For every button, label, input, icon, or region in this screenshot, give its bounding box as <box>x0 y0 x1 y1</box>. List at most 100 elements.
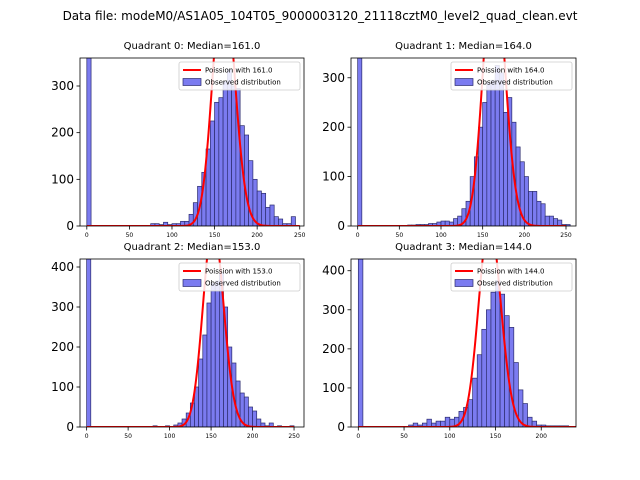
histogram-bar <box>508 327 515 427</box>
histogram-bar <box>214 280 220 427</box>
histogram-bar <box>222 80 228 226</box>
histogram-bar <box>290 216 296 226</box>
legend-bar-swatch <box>182 78 202 86</box>
histogram-bar <box>476 354 483 427</box>
panel-0: 0 50 100 150 200 250 0 100 200 300 Quadrant 0: Med… <box>51 41 306 239</box>
histogram-bar <box>269 204 275 226</box>
histogram-bar <box>261 192 267 226</box>
plot-area <box>86 58 300 226</box>
x-tick-label: 200 <box>251 232 263 239</box>
axes-frame <box>79 57 305 227</box>
y-tick-label: 0 <box>66 219 74 233</box>
y-tick-label: 200 <box>322 342 345 356</box>
x-tick-label: 150 <box>490 433 502 440</box>
histogram-bar <box>226 69 232 226</box>
legend: Poission with 144.0 Observed distribution <box>450 262 573 292</box>
legend-label-poisson: Poission with 161.0 <box>205 67 273 75</box>
x-tick-label: 50 <box>400 433 408 440</box>
histogram-bar <box>231 85 237 226</box>
y-tick-label: 100 <box>322 170 345 184</box>
histogram-bar <box>553 218 559 226</box>
x-tick-label: 100 <box>444 433 456 440</box>
histogram-bar <box>540 203 546 226</box>
histogram-bar <box>210 282 216 427</box>
panel-title: Quadrant 1: Median=164.0 <box>395 41 532 52</box>
x-tick-label: 50 <box>396 232 404 239</box>
panel-2: 0 50 100 150 200 250 0 100 200 300 400 Quadrant 2: … <box>51 242 305 440</box>
histogram-bar <box>260 422 266 427</box>
histogram-bar <box>478 126 484 226</box>
panel-title: Quadrant 3: Median=144.0 <box>395 242 532 253</box>
histogram-bar <box>490 79 496 226</box>
x-tick-label: 0 <box>356 433 360 440</box>
histogram-bar <box>472 377 478 427</box>
y-tick-label: 100 <box>51 172 74 186</box>
histogram-bar <box>544 215 550 226</box>
panel-title: Quadrant 2: Median=153.0 <box>124 242 261 253</box>
x-tick-label: 0 <box>85 232 89 239</box>
axes-frame <box>79 258 305 428</box>
histogram-bar <box>486 82 492 226</box>
x-tick-label: 100 <box>164 433 176 440</box>
poisson-curve <box>358 259 576 427</box>
panel-3: 0 50 100 150 200 0 100 200 300 400 Quadrant 3: Med… <box>322 242 577 440</box>
histogram-bar <box>523 176 529 226</box>
legend-bar-swatch <box>454 78 474 86</box>
axes-frame <box>350 57 577 227</box>
x-tick-label: 200 <box>536 433 548 440</box>
legend-label-poisson: Poission with 164.0 <box>477 67 545 75</box>
y-tick-label: 100 <box>322 381 345 395</box>
plot-area <box>357 259 576 427</box>
histogram-bar <box>490 291 496 427</box>
y-tick-label: 0 <box>337 420 345 434</box>
histogram-bar <box>243 396 249 427</box>
legend-box <box>178 61 301 91</box>
legend: Poission with 164.0 Observed distribution <box>450 61 573 91</box>
legend-label-observed: Observed distribution <box>205 280 281 288</box>
x-tick-label: 200 <box>519 232 531 239</box>
y-tick-label: 0 <box>66 420 74 434</box>
histogram-bar <box>536 200 542 226</box>
panel-title: Quadrant 0: Median=161.0 <box>124 41 261 52</box>
x-tick-label: 250 <box>560 232 572 239</box>
histogram-bar <box>273 216 279 226</box>
histogram-bar <box>503 112 509 226</box>
figure-title: Data file: modeM0/AS1A05_104T05_90000031… <box>63 9 578 23</box>
y-tick-label: 0 <box>337 219 345 233</box>
histogram-bar <box>252 410 258 427</box>
histogram-bar <box>495 280 501 427</box>
y-tick-label: 200 <box>51 340 74 354</box>
x-tick-label: 250 <box>288 433 300 440</box>
histogram-bar <box>202 334 208 427</box>
legend-box <box>450 262 573 292</box>
histogram-bar <box>498 72 504 226</box>
histogram-bar <box>256 418 262 427</box>
poisson-curve <box>357 58 566 226</box>
x-tick-label: 150 <box>477 232 489 239</box>
legend-label-observed: Observed distribution <box>205 79 281 87</box>
histogram-bar <box>426 418 432 427</box>
histogram-bar <box>209 120 215 226</box>
histogram-bar <box>486 309 492 427</box>
legend-box <box>178 262 301 292</box>
legend-bar-swatch <box>454 279 474 287</box>
histogram-bar <box>481 328 487 427</box>
legend-box <box>450 61 573 91</box>
y-tick-label: 400 <box>51 260 74 274</box>
histogram-bar <box>206 302 212 427</box>
legend-label-poisson: Poission with 144.0 <box>477 268 545 276</box>
histogram-bar <box>198 358 204 427</box>
axes-frame <box>350 258 577 428</box>
histogram-bar <box>278 218 284 226</box>
histogram-bar <box>235 380 241 427</box>
legend: Poission with 161.0 Observed distribution <box>178 61 301 91</box>
x-tick-label: 0 <box>356 232 360 239</box>
x-tick-label: 150 <box>209 232 221 239</box>
plot-area <box>357 58 571 226</box>
x-tick-label: 250 <box>294 232 306 239</box>
poisson-curve <box>86 58 300 226</box>
histogram-bar <box>357 259 364 427</box>
y-tick-label: 300 <box>51 300 74 314</box>
histogram-bar <box>357 58 363 226</box>
y-tick-label: 300 <box>51 79 74 93</box>
